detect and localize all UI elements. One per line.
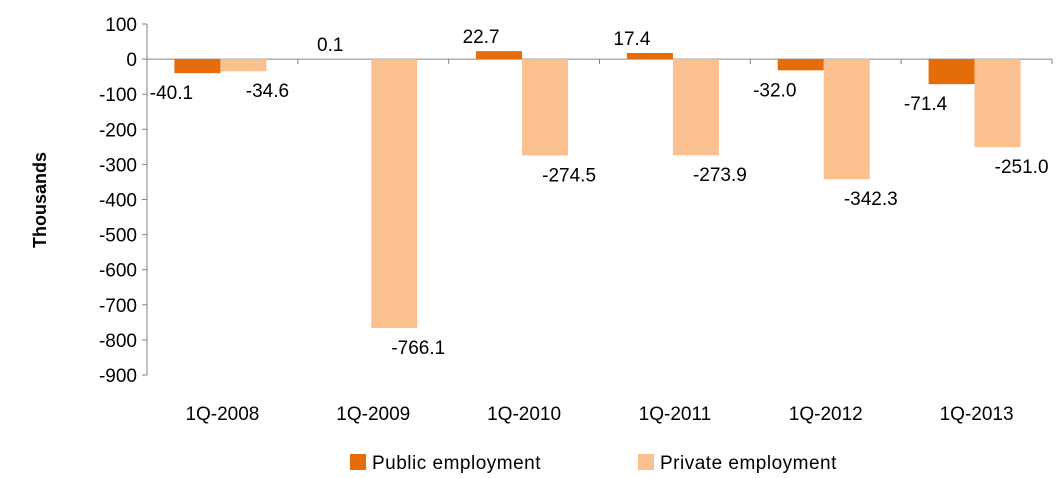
y-axis-label: Thousands xyxy=(30,152,50,248)
y-tick-label: -100 xyxy=(99,85,137,106)
bar-public xyxy=(777,59,824,71)
data-label: 22.7 xyxy=(463,27,500,48)
bar-private xyxy=(371,59,418,329)
bar-public xyxy=(476,51,523,60)
x-tick-label: 1Q-2008 xyxy=(185,404,259,425)
legend: Public employment Private employment xyxy=(350,453,837,474)
data-label: -34.6 xyxy=(246,81,289,102)
y-tick-label: 100 xyxy=(105,15,137,36)
y-tick-label: -500 xyxy=(99,226,137,247)
y-tick-label: -300 xyxy=(99,155,137,176)
y-tick-label: -200 xyxy=(99,120,137,141)
y-tick-label: 0 xyxy=(126,50,137,71)
data-label: -251.0 xyxy=(995,157,1049,178)
data-label: -71.4 xyxy=(904,94,948,115)
bar-private xyxy=(522,59,569,156)
bar-private xyxy=(974,59,1021,148)
data-labels: -40.1 -34.6 0.1 -766.1 22.7 -274.5 17.4 -273.9 -… xyxy=(150,27,1049,359)
x-tick-label: 1Q-2009 xyxy=(336,404,410,425)
legend-swatch-private xyxy=(638,454,654,470)
y-tick-label: -600 xyxy=(99,261,137,282)
data-label: -40.1 xyxy=(150,83,193,104)
data-label: -766.1 xyxy=(391,338,445,359)
legend-label: Public employment xyxy=(372,453,541,474)
data-label: -273.9 xyxy=(693,165,747,186)
bar-public xyxy=(928,59,975,85)
data-label: -342.3 xyxy=(844,189,898,210)
bar-private xyxy=(672,59,719,156)
data-label: 0.1 xyxy=(317,35,343,56)
bar-private xyxy=(823,59,870,180)
x-tick-label: 1Q-2012 xyxy=(789,404,863,425)
legend-label: Private employment xyxy=(660,453,837,474)
x-tick-label: 1Q-2010 xyxy=(487,404,561,425)
data-label: -32.0 xyxy=(753,80,796,101)
axes: 100 0 -100 -200 -300 -400 -500 -600 -700 -800 -900… xyxy=(99,15,1053,425)
legend-swatch-public xyxy=(350,454,366,470)
x-tick-label: 1Q-2011 xyxy=(639,404,712,425)
data-label: -274.5 xyxy=(542,165,596,186)
data-label: 17.4 xyxy=(613,29,650,50)
bars xyxy=(174,51,1021,329)
y-tick-label: -400 xyxy=(99,191,137,212)
y-tick-label: -800 xyxy=(99,331,137,352)
bar-private xyxy=(220,59,267,72)
y-tick-label: -700 xyxy=(99,296,137,317)
x-tick-label: 1Q-2013 xyxy=(940,404,1014,425)
bar-public xyxy=(174,59,221,74)
bar-public xyxy=(626,52,673,60)
y-tick-label: -900 xyxy=(99,366,137,387)
